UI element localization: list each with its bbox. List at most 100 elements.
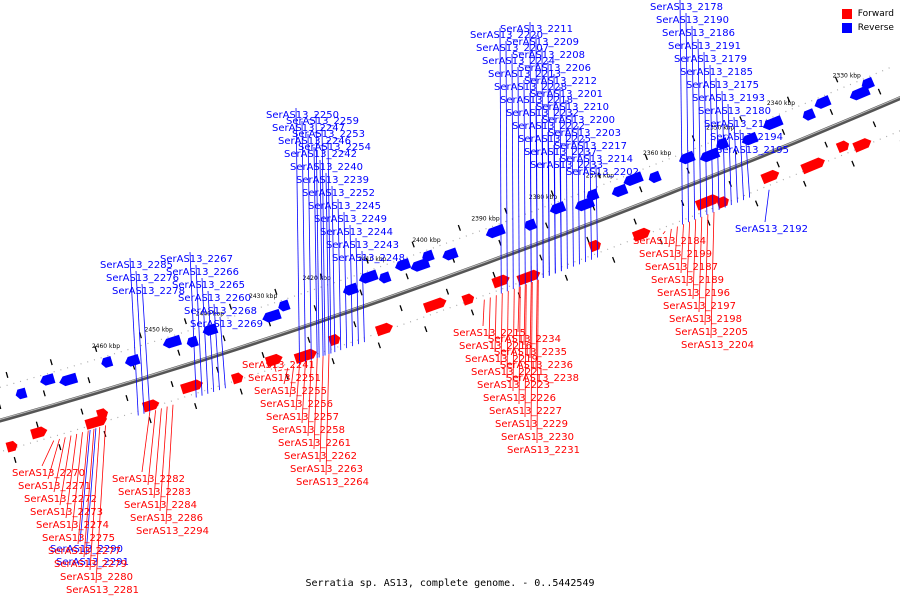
gene-label: SerAS13_2212 [524, 76, 597, 87]
forward-gene-arrow [30, 426, 48, 440]
track-tick [239, 388, 243, 395]
gene-leader-line [559, 157, 562, 272]
gene-leader-line [523, 79, 526, 285]
gene-label: SerAS13_2221 [471, 367, 544, 378]
track-tick [80, 408, 84, 415]
reverse-swatch [841, 23, 852, 33]
gene-label: SerAS13_2226 [483, 393, 556, 404]
track-tick [539, 254, 543, 261]
gene-leader-line [674, 226, 678, 261]
gene-leader-line [349, 224, 353, 347]
legend-forward: Forward [841, 9, 894, 19]
track-tick [739, 116, 743, 123]
gene-leader-line [313, 358, 318, 450]
gene-leader-line [517, 286, 520, 333]
gene-leader-line [536, 279, 539, 444]
gene-label: SerAS13_2231 [507, 445, 580, 456]
track-tick [365, 257, 369, 264]
track-tick [13, 456, 17, 464]
track-tick [411, 241, 415, 248]
reverse-gene-arrow [679, 150, 696, 165]
gene-leader-line [315, 113, 320, 358]
forward-gene-arrow [230, 372, 244, 385]
gene-leader-line [89, 427, 101, 571]
reverse-gene-arrow [278, 299, 291, 312]
track-tick [49, 359, 53, 366]
gene-leader-line [697, 38, 702, 218]
reverse-gene-arrow [342, 282, 359, 296]
gene-label: SerAS13_2230 [501, 432, 574, 443]
gene-label: SerAS13_2225 [518, 134, 591, 145]
gene-leader-line [577, 125, 580, 265]
track-tick [0, 404, 2, 410]
track-tick [803, 180, 807, 187]
gene-leader-line [529, 282, 532, 359]
track-tick [851, 160, 855, 167]
gene-leader-line [165, 404, 174, 525]
gene-leader-line [529, 92, 532, 283]
gene-label: SerAS13_2259 [286, 116, 359, 127]
reverse-gene-arrow [716, 137, 730, 150]
gene-label: SerAS13_2204 [681, 340, 754, 351]
gene-label: SerAS13_2285 [100, 260, 173, 271]
gene-leader-line [553, 144, 556, 274]
gene-label: SerAS13_2200 [542, 115, 615, 126]
gene-label: SerAS13_2194 [710, 132, 783, 143]
gene-label: SerAS13_2271 [18, 481, 91, 492]
track-tick [754, 200, 759, 207]
reverse-gene-arrow [358, 269, 379, 284]
track-tick [261, 351, 265, 359]
reverse-gene-arrow [40, 373, 56, 386]
track-tick [597, 172, 601, 179]
gene-leader-line [703, 51, 708, 215]
gene-label: SerAS13_2237 [524, 147, 597, 158]
gene-leader-line [85, 428, 97, 556]
reverse-gene-arrow [101, 356, 114, 368]
gene-label: SerAS13_2249 [314, 214, 387, 225]
gene-leader-line [301, 362, 306, 424]
reverse-gene-arrow [849, 85, 871, 101]
gene-leader-line [301, 120, 306, 363]
gene-label: SerAS13_2241 [242, 360, 315, 371]
gene-leader-line [307, 360, 312, 437]
kbp-tick-label: 2440 kbp [196, 311, 224, 318]
gene-label: SerAS13_2193 [692, 93, 765, 104]
track-tick [353, 321, 357, 328]
gene-leader-line [679, 0, 683, 225]
track-tick [586, 236, 590, 243]
gene-leader-line [277, 369, 283, 372]
forward-gene-arrow [835, 140, 850, 154]
reverse-gene-arrow [699, 147, 721, 163]
gene-label: SerAS13_2238 [506, 373, 579, 384]
gene-leader-line [321, 126, 326, 356]
gene-label: SerAS13_2266 [166, 267, 239, 278]
gene-leader-line [482, 299, 485, 327]
reverse-gene-arrow [442, 247, 459, 261]
track-tick [274, 288, 278, 295]
gene-label: SerAS13_2220 [470, 30, 543, 41]
gene-leader-line [523, 284, 526, 346]
reverse-gene-arrow [262, 308, 282, 323]
gene-leader-line [147, 410, 156, 486]
gene-label: SerAS13_2278 [112, 286, 185, 297]
forward-gene-arrow [631, 227, 651, 242]
gene-leader-line [83, 428, 95, 558]
kbp-tick-label: 2430 kbp [249, 293, 277, 300]
forward-gene-arrow [852, 138, 872, 153]
gene-leader-line [518, 286, 521, 405]
forward-gene-arrow [5, 440, 18, 453]
gene-leader-line [505, 40, 508, 292]
track-tick [611, 256, 616, 263]
kbp-tick-label: 2400 kbp [412, 237, 440, 244]
gene-label: SerAS13_2260 [178, 293, 251, 304]
genome-backbone [0, 95, 900, 423]
gene-label: SerAS13_2190 [656, 15, 729, 26]
gene-leader-line [565, 99, 568, 269]
track-tick [177, 349, 181, 356]
track-tick [492, 271, 496, 278]
gene-leader-line [511, 53, 514, 290]
track-tick [307, 336, 311, 343]
track-tick [545, 222, 549, 229]
gene-leader-line [141, 283, 151, 412]
gene-leader-line [195, 264, 203, 396]
